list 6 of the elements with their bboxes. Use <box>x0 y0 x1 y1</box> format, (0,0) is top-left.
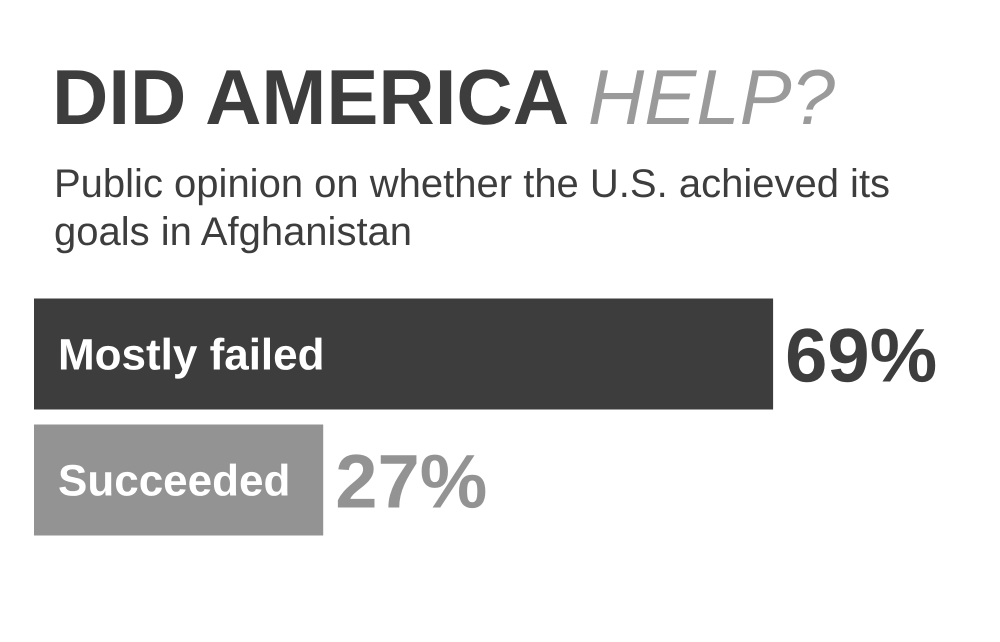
y-tick-label: Succeeded <box>58 456 290 506</box>
chart-subtitle: Public opinion on whether the U.S. achieved its goals in Afghanistan <box>54 161 892 256</box>
data-label: 69% <box>785 313 938 398</box>
chart-title: DID AMERICA HELP? <box>52 53 836 141</box>
data-label: 27% <box>335 439 488 524</box>
y-tick-label: Mostly failed <box>58 330 324 380</box>
